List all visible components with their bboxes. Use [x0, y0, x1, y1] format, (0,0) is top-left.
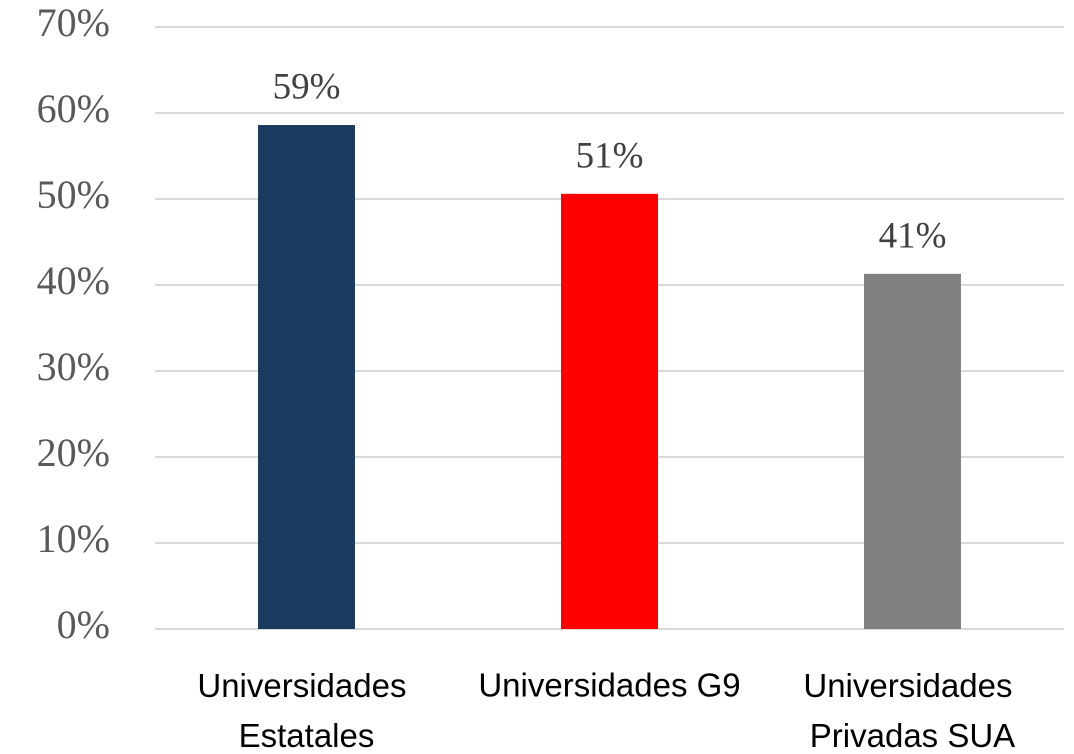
y-tick-label: 0%: [57, 602, 110, 647]
data-label: 41%: [879, 215, 947, 256]
x-tick-label: Universidades Estatales: [197, 667, 415, 754]
y-tick-label: 10%: [37, 516, 110, 561]
data-label: 59%: [273, 67, 341, 108]
y-tick-label: 70%: [37, 0, 110, 45]
y-tick-label: 20%: [37, 430, 110, 475]
x-tick-label: Universidades Privadas SUA: [803, 667, 1021, 754]
bar: [561, 193, 658, 629]
y-tick-label: 30%: [37, 344, 110, 389]
x-tick-label: Universidades G9: [478, 667, 740, 704]
y-tick-label: 50%: [37, 172, 110, 217]
y-tick-label: 60%: [37, 86, 110, 131]
data-label: 51%: [576, 135, 644, 176]
bar: [864, 273, 961, 629]
y-tick-label: 40%: [37, 258, 110, 303]
bar: [258, 125, 355, 629]
